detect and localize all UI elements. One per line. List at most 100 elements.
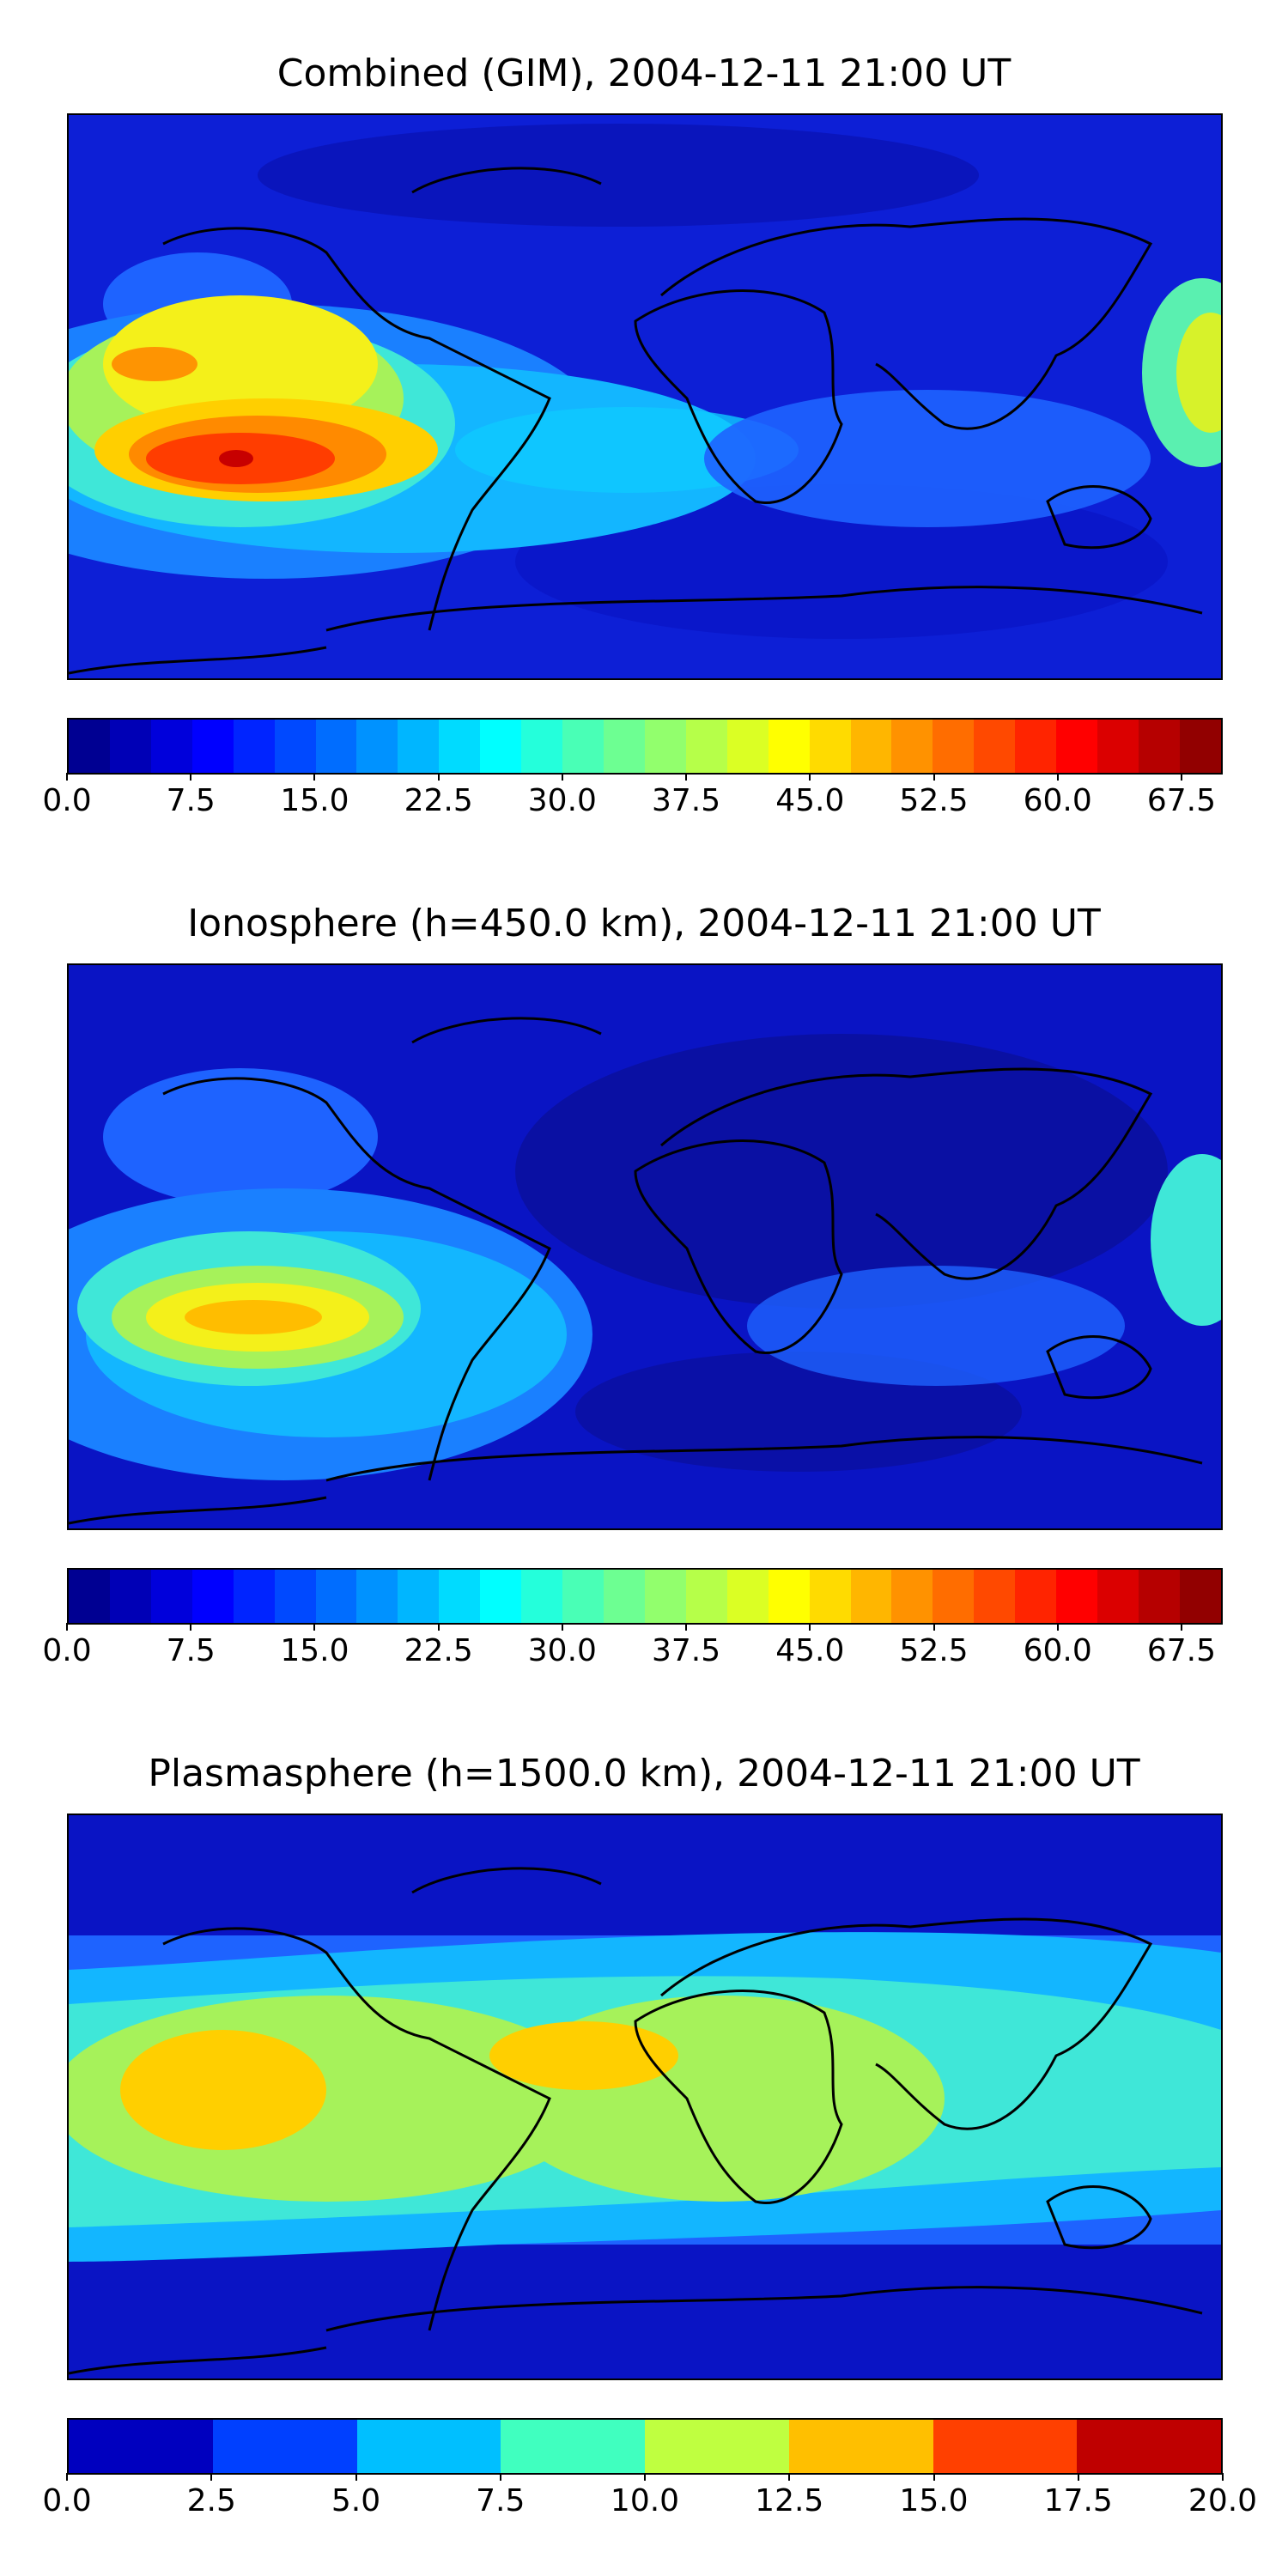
colorbar-tick-mark — [190, 1623, 192, 1631]
colorbar-segment — [356, 1570, 398, 1623]
colorbar-tick-label: 7.5 — [476, 2483, 526, 2518]
colorbar-tick-mark — [437, 773, 440, 781]
colorbar-segment — [315, 1570, 357, 1623]
colorbar-tick-label: 30.0 — [527, 783, 597, 818]
colorbar-tick-mark — [1180, 773, 1182, 781]
colorbar-tick-mark — [685, 773, 688, 781]
colorbar-segment — [809, 1570, 851, 1623]
colorbar-tick-label: 15.0 — [280, 1633, 349, 1668]
colorbar-tick-mark — [561, 1623, 563, 1631]
colorbar-segment — [562, 720, 604, 773]
colorbar-ticks-plasmasphere: 0.0 2.5 5.0 7.5 10.0 12.5 15.0 17.5 20.0 — [0, 2473, 1288, 2524]
colorbar-tick-mark — [809, 1623, 811, 1631]
colorbar-segment — [191, 720, 234, 773]
colorbar-tick-label: 17.5 — [1043, 2483, 1113, 2518]
colorbar-segment — [974, 720, 1016, 773]
colorbar-tick-label: 67.5 — [1146, 1633, 1216, 1668]
colorbar-segment — [480, 1570, 522, 1623]
colorbar-segment — [562, 1570, 604, 1623]
colorbar-plasmasphere — [67, 2418, 1223, 2475]
colorbar-segment — [768, 1570, 810, 1623]
colorbar-tick-label: 45.0 — [775, 783, 845, 818]
colorbar-tick-label: 37.5 — [651, 1633, 721, 1668]
colorbar-segment — [645, 2420, 789, 2473]
colorbar-ticks-ionosphere: 0.0 7.5 15.0 22.5 30.0 37.5 45.0 52.5 60.0 67.5 — [0, 1623, 1288, 1674]
colorbar-segment — [1097, 720, 1139, 773]
colorbar-segment — [726, 720, 769, 773]
colorbar-segment — [480, 720, 522, 773]
colorbar-tick-label: 20.0 — [1188, 2483, 1258, 2518]
colorbar-segment — [521, 1570, 563, 1623]
colorbar-tick-label: 12.5 — [755, 2483, 824, 2518]
colorbar-tick-mark — [190, 773, 192, 781]
colorbar-segment — [891, 720, 933, 773]
map-plasmasphere — [67, 1814, 1223, 2380]
colorbar-segment — [233, 1570, 275, 1623]
colorbar-tick-mark — [210, 2473, 213, 2481]
map-ionosphere — [67, 963, 1223, 1530]
colorbar-segment — [809, 720, 851, 773]
colorbar-segment — [233, 720, 275, 773]
colorbar-tick-mark — [561, 773, 563, 781]
colorbar-segment — [439, 1570, 481, 1623]
colorbar-tick-mark — [499, 2473, 501, 2481]
colorbar-tick-mark — [1222, 2473, 1224, 2481]
colorbar-combined — [67, 718, 1223, 775]
colorbar-tick-label: 52.5 — [899, 1633, 969, 1668]
colorbar-segment — [109, 720, 151, 773]
colorbar-ticks-combined: 0.0 7.5 15.0 22.5 30.0 37.5 45.0 52.5 60.0 67.5 — [0, 773, 1288, 824]
colorbar-tick-mark — [437, 1623, 440, 1631]
colorbar-segment — [1056, 1570, 1098, 1623]
colorbar-segment — [356, 2420, 501, 2473]
colorbar-segment — [1015, 1570, 1057, 1623]
colorbar-segment — [850, 1570, 892, 1623]
colorbar-tick-mark — [788, 2473, 791, 2481]
colorbar-tick-mark — [809, 773, 811, 781]
colorbar-segment — [891, 1570, 933, 1623]
colorbar-segment — [212, 2420, 357, 2473]
colorbar-segment — [150, 720, 192, 773]
colorbar-segment — [1179, 1570, 1221, 1623]
colorbar-tick-label: 22.5 — [404, 783, 473, 818]
colorbar-segment — [933, 1570, 975, 1623]
colorbar-tick-label: 60.0 — [1023, 1633, 1092, 1668]
map-ionosphere-svg — [69, 965, 1221, 1528]
colorbar-segment — [274, 720, 316, 773]
panel-title-plasmasphere: Plasmasphere (h=1500.0 km), 2004-12-11 2… — [148, 1752, 1140, 1795]
colorbar-segment — [685, 720, 727, 773]
colorbar-segment — [603, 720, 645, 773]
colorbar-segment — [603, 1570, 645, 1623]
colorbar-tick-mark — [66, 1623, 68, 1631]
colorbar-tick-mark — [933, 773, 935, 781]
colorbar-segment — [398, 1570, 440, 1623]
colorbar-tick-mark — [933, 2473, 935, 2481]
colorbar-tick-label: 0.0 — [42, 783, 92, 818]
colorbar-tick-mark — [1180, 1623, 1182, 1631]
colorbar-segment — [356, 720, 398, 773]
colorbar-segment — [644, 720, 686, 773]
colorbar-segment — [726, 1570, 769, 1623]
colorbar-segment — [69, 2420, 213, 2473]
colorbar-segment — [850, 720, 892, 773]
colorbar-segment — [768, 720, 810, 773]
colorbar-segment — [1077, 2420, 1221, 2473]
colorbar-tick-label: 22.5 — [404, 1633, 473, 1668]
colorbar-segment — [521, 720, 563, 773]
colorbar-tick-mark — [66, 2473, 68, 2481]
colorbar-tick-mark — [644, 2473, 646, 2481]
colorbar-segment — [788, 2420, 933, 2473]
colorbar-tick-mark — [66, 773, 68, 781]
colorbar-segment — [191, 1570, 234, 1623]
colorbar-segment — [1179, 720, 1221, 773]
colorbar-segment — [933, 720, 975, 773]
colorbar-tick-label: 5.0 — [331, 2483, 381, 2518]
colorbar-segment — [274, 1570, 316, 1623]
colorbar-segment — [315, 720, 357, 773]
map-combined — [67, 113, 1223, 680]
colorbar-tick-label: 15.0 — [280, 783, 349, 818]
colorbar-segment — [933, 2420, 1078, 2473]
colorbar-tick-label: 15.0 — [899, 2483, 969, 2518]
colorbar-segment — [1015, 720, 1057, 773]
colorbar-tick-label: 0.0 — [42, 2483, 92, 2518]
colorbar-tick-mark — [1056, 773, 1059, 781]
